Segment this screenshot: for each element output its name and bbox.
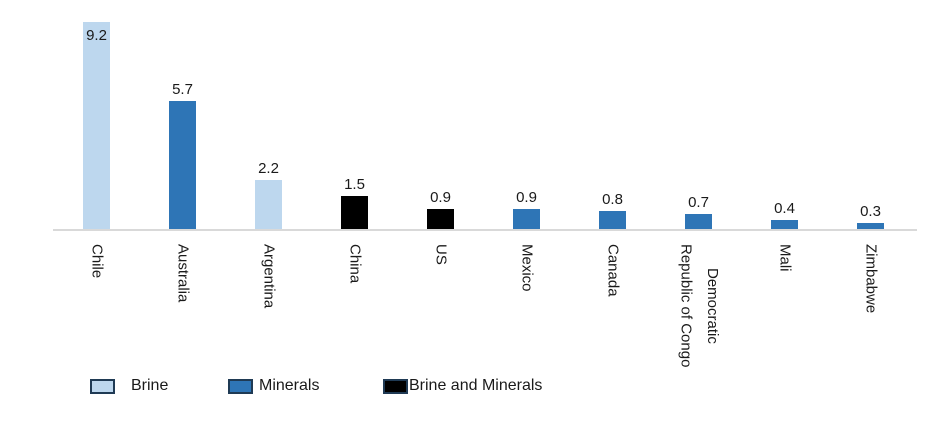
legend-item-minerals: Minerals — [228, 375, 319, 397]
legend-item-brine-and-minerals: Brine and Minerals — [383, 375, 542, 397]
legend-swatch-brine — [90, 378, 115, 394]
legend-swatch-brine-and-minerals — [383, 378, 408, 394]
value-label-democratic-republic-of-congo: 0.7 — [688, 193, 709, 211]
bar-chile — [83, 21, 110, 230]
bar-mexico — [513, 209, 540, 230]
bar-canada — [599, 211, 626, 230]
category-label-us: US — [432, 244, 450, 265]
chart-legend: Brine Minerals Brine and Minerals — [0, 375, 942, 397]
value-label-canada: 0.8 — [602, 191, 623, 209]
legend-label-brine: Brine — [131, 377, 169, 394]
value-label-china: 1.5 — [344, 175, 365, 193]
value-label-zimbabwe: 0.3 — [860, 202, 881, 220]
legend-item-brine: Brine — [90, 375, 168, 397]
bar-mali — [771, 220, 798, 230]
legend-label-brine-and-minerals: Brine and Minerals — [409, 377, 543, 394]
category-label-mali: Mali — [776, 244, 794, 272]
category-label-mexico: Mexico — [518, 244, 536, 292]
legend-label-minerals: Minerals — [259, 377, 320, 394]
bar-china — [341, 195, 368, 230]
value-label-chile: 9.2 — [86, 26, 107, 44]
legend-swatch-minerals — [228, 378, 253, 394]
category-label-zimbabwe: Zimbabwe — [862, 244, 880, 314]
category-label-australia: Australia — [174, 244, 192, 303]
category-label-chile: Chile — [88, 244, 106, 279]
bar-democratic-republic-of-congo — [685, 213, 712, 230]
value-label-us: 0.9 — [430, 189, 451, 207]
value-label-argentina: 2.2 — [258, 159, 279, 177]
category-label-democratic-republic-of-congo: Democratic Republic of Congo — [677, 244, 721, 368]
x-axis-line — [53, 229, 917, 231]
bar-argentina — [255, 179, 282, 230]
category-label-canada: Canada — [604, 244, 622, 297]
category-label-china: China — [346, 244, 364, 284]
category-label-argentina: Argentina — [260, 244, 278, 309]
value-label-australia: 5.7 — [172, 80, 193, 98]
bar-australia — [169, 100, 196, 230]
bar-us — [427, 209, 454, 230]
bar-zimbabwe — [857, 222, 884, 230]
value-label-mali: 0.4 — [774, 200, 795, 218]
value-label-mexico: 0.9 — [516, 189, 537, 207]
